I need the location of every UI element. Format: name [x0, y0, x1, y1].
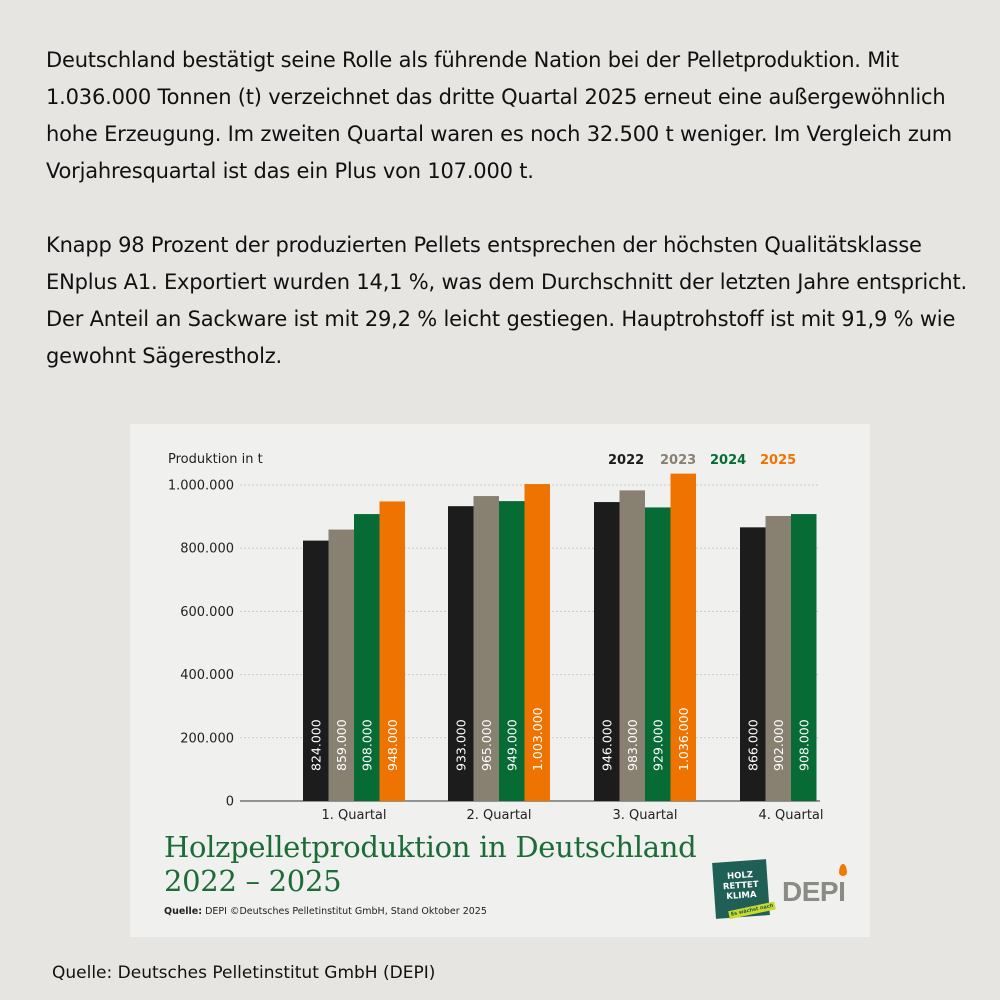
chart-subtitle: 2022 – 2025 — [164, 864, 342, 898]
chart-title-block: Holzpelletproduktion in Deutschland 2022… — [164, 830, 697, 898]
chart-card: Produktion in t 0 200.000 400.000 600.000 800… — [130, 424, 870, 937]
bar-value-label: 902.000 — [771, 719, 786, 771]
bar-value-label: 908.000 — [796, 719, 811, 771]
bar — [670, 473, 696, 801]
bar-value-label: 949.000 — [504, 719, 519, 771]
bar — [473, 496, 499, 801]
x-tick-label: 1. Quartal — [322, 808, 387, 823]
legend-item-2023: 2023 — [660, 453, 696, 468]
bar-value-label: 824.000 — [308, 719, 323, 771]
bar — [645, 507, 671, 801]
y-tick-label: 600.000 — [180, 605, 234, 620]
bar — [791, 514, 817, 801]
chart-source: Quelle: DEPI ©Deutsches Pelletinstitut G… — [164, 906, 487, 917]
bar-value-label: 859.000 — [334, 719, 349, 771]
holz-logo-tag: Es wächst nach — [727, 901, 776, 920]
depi-logo: DEPI — [782, 864, 848, 908]
bar — [499, 501, 525, 801]
intro-text: Deutschland bestätigt seine Rolle als fü… — [46, 42, 976, 412]
bar-value-label: 946.000 — [599, 719, 614, 771]
bar-value-label: 983.000 — [625, 719, 640, 771]
bar — [765, 515, 791, 801]
bar-chart: Produktion in t 0 200.000 400.000 600.000 800… — [168, 452, 824, 823]
legend-item-2024: 2024 — [710, 453, 746, 468]
intro-paragraph-1: Deutschland bestätigt seine Rolle als fü… — [46, 48, 953, 183]
y-tick-label: 0 — [226, 795, 234, 810]
y-tick-label: 800.000 — [180, 542, 234, 557]
bar-value-label: 866.000 — [745, 719, 760, 771]
y-axis-title: Produktion in t — [168, 452, 263, 467]
chart-title: Holzpelletproduktion in Deutschland — [164, 830, 697, 864]
holz-rettet-klima-logo: HOLZ RETTET KLIMA Es wächst nach — [712, 859, 776, 920]
bar-value-label: 908.000 — [359, 719, 374, 771]
y-tick-label: 1.000.000 — [168, 479, 234, 494]
bar — [328, 529, 354, 801]
bar — [594, 502, 620, 801]
intro-paragraph-2: Knapp 98 Prozent der produzierten Pellet… — [46, 233, 967, 368]
y-tick-label: 400.000 — [180, 668, 234, 683]
bar-value-label: 1.036.000 — [676, 707, 691, 771]
bar — [354, 514, 380, 801]
footer-source: Quelle: Deutsches Pelletinstitut GmbH (D… — [52, 963, 436, 983]
chart-source-text: DEPI ©Deutsches Pelletinstitut GmbH, Sta… — [205, 906, 487, 917]
x-tick-label: 3. Quartal — [613, 808, 678, 823]
x-tick-label: 2. Quartal — [467, 808, 532, 823]
flame-icon — [839, 864, 848, 876]
legend-item-2025: 2025 — [760, 453, 796, 468]
bar-value-label: 948.000 — [385, 719, 400, 771]
bar-value-label: 1.003.000 — [530, 707, 545, 771]
bar — [740, 527, 766, 801]
x-tick-label: 4. Quartal — [759, 808, 824, 823]
chart-source-label: Quelle: — [164, 906, 203, 917]
bar — [303, 540, 329, 801]
depi-logo-text: DEPI — [782, 876, 846, 907]
legend-item-2022: 2022 — [608, 453, 644, 468]
bar-value-label: 965.000 — [479, 719, 494, 771]
bar-value-label: 933.000 — [453, 719, 468, 771]
bar — [524, 484, 550, 801]
bar — [619, 490, 645, 801]
bar-value-label: 929.000 — [650, 719, 665, 771]
bar — [379, 501, 405, 801]
bar — [448, 506, 474, 801]
y-tick-label: 200.000 — [180, 731, 234, 746]
